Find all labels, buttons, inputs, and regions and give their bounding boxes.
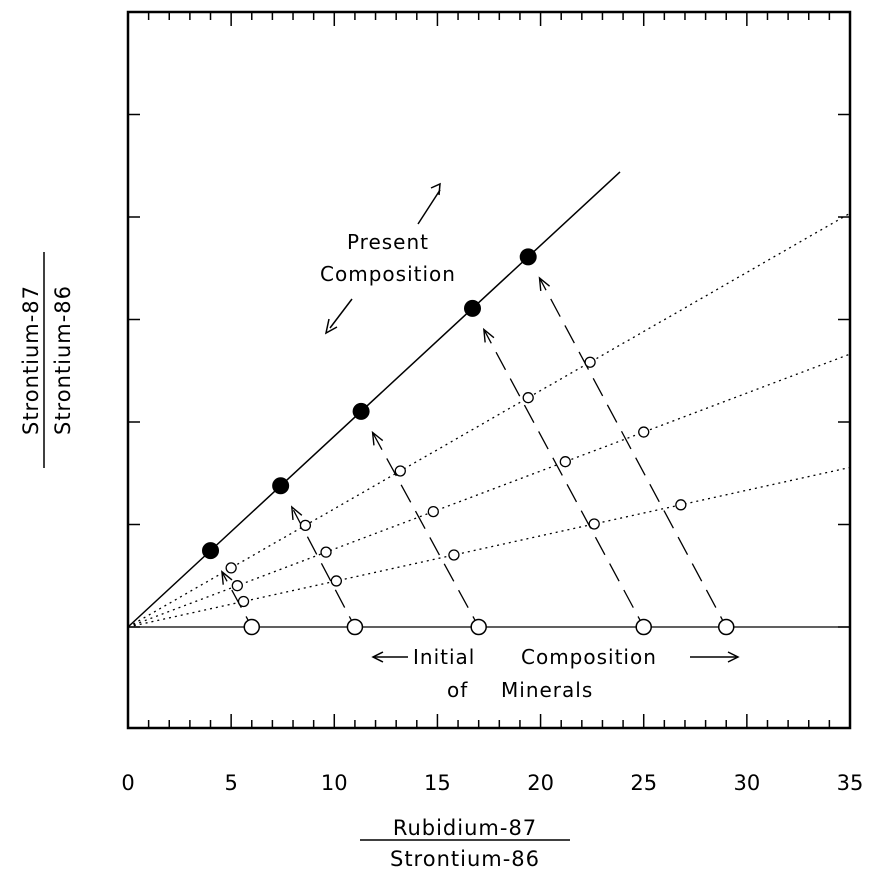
x-tick-label: 0 [121,771,134,795]
intermediate-point [320,546,332,558]
intermediate-point [394,465,406,477]
x-tick-label: 15 [424,771,451,795]
initial-composition-annotation: Initial Composition of Minerals [371,645,740,702]
present-composition-annotation: Present Composition [320,182,456,335]
minerals-label: Minerals [501,678,593,702]
intermediate-point [448,549,460,561]
initial-point [635,618,652,636]
initial-label: Initial [413,645,475,669]
present-point [463,299,481,317]
intermediate-point [225,562,237,574]
of-label: of [447,678,468,702]
evolution-arrow-icon [290,505,303,521]
present-point [352,402,370,420]
x-axis-title-denominator: Strontium-86 [390,847,540,870]
present-point [519,248,537,266]
intermediate-point [330,575,342,587]
intermediate-point [522,392,534,404]
present-point [202,542,220,560]
intermediate-point [588,518,600,530]
y-axis-title: Strontium-87 Strontium-86 [19,252,75,468]
intermediate-isochron-line [127,466,851,628]
plot-frame [126,10,852,730]
evolution-arrow-icon [221,570,233,585]
arrow-up-right-icon [430,182,441,196]
intermediate-point [237,595,250,608]
evolution-path-line [372,432,484,635]
arrow-left-icon [371,651,384,663]
data-points [202,248,735,636]
x-axis-title: Rubidium-87 Strontium-86 [360,816,570,870]
evolution-arrow-icon [538,276,551,291]
evolution-path-line [538,277,731,635]
composition-label-lower: Composition [521,645,657,669]
y-axis-title-denominator: Strontium-86 [51,285,75,435]
intermediate-point [231,580,243,592]
composition-label: Composition [320,262,456,286]
x-tick-label: 25 [630,771,657,795]
intermediate-isochron-line [127,353,851,628]
evolution-path-line [483,329,649,635]
intermediate-point [584,356,596,368]
present-label: Present [347,230,429,254]
x-tick-label: 5 [224,771,237,795]
intermediate-isochron-line [127,212,851,628]
arrow-right-icon [727,651,740,663]
axis-ticks [128,12,850,728]
x-tick-label: 30 [733,771,760,795]
evolution-path-line [291,506,360,635]
intermediate-point [638,426,650,438]
arrow-up-right-shaft [417,189,441,225]
present-point [272,477,290,495]
y-axis-title-numerator: Strontium-87 [19,285,43,435]
x-tick-label: 10 [321,771,348,795]
intermediate-point [299,519,312,531]
evolution-arrow-icon [482,327,495,343]
initial-point [470,618,487,636]
x-tick-label: 20 [527,771,554,795]
intermediate-point [675,499,687,511]
trajectory-lines [127,171,851,635]
x-axis-title-numerator: Rubidium-87 [393,816,537,840]
evolution-arrow-icon [371,430,384,446]
initial-point [717,618,735,636]
arrow-down-left-icon [324,318,338,335]
intermediate-point [427,505,439,518]
initial-point [243,618,261,636]
arrow-down-left-shaft [329,298,353,329]
intermediate-point [559,456,571,468]
initial-point [346,618,364,636]
x-tick-label: 35 [837,771,864,795]
x-tick-labels: 0 5 10 15 20 25 30 35 [121,771,863,795]
